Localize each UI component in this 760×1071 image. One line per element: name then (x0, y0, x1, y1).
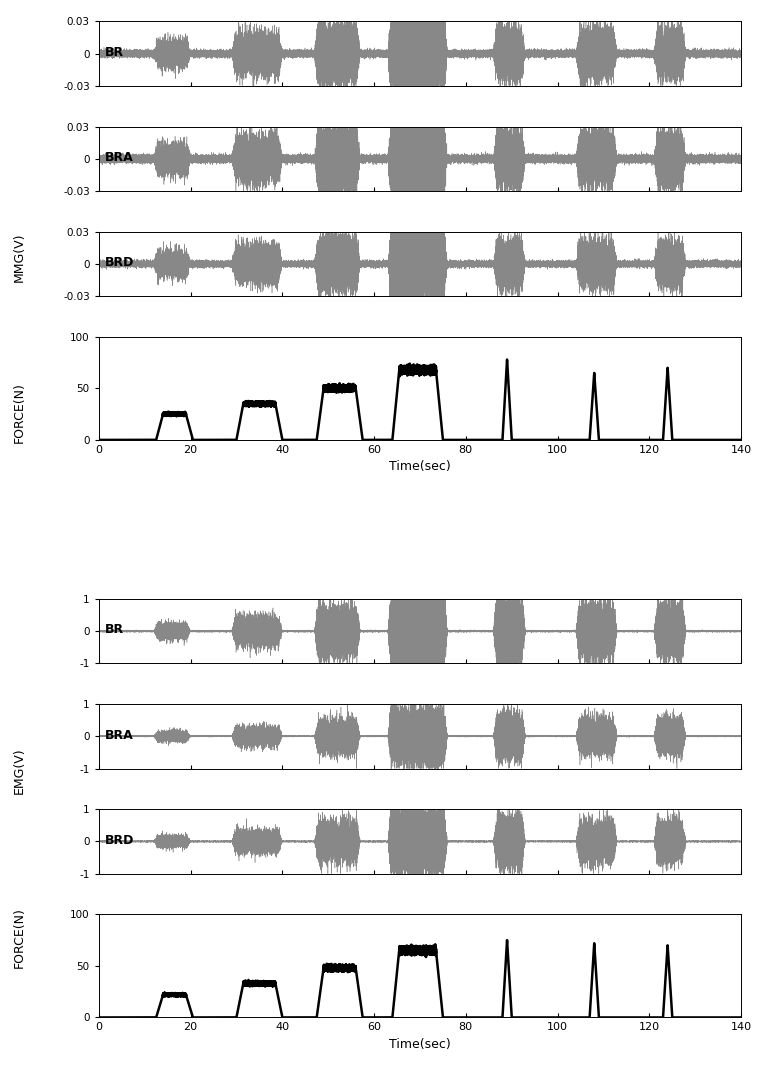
Text: BR: BR (105, 46, 125, 59)
Text: MMG(V): MMG(V) (12, 232, 26, 282)
Text: BRA: BRA (105, 151, 134, 164)
Text: FORCE(N): FORCE(N) (12, 907, 26, 967)
X-axis label: Time(sec): Time(sec) (389, 461, 451, 473)
Text: BRA: BRA (105, 728, 134, 741)
Text: EMG(V): EMG(V) (12, 748, 26, 795)
Text: BRD: BRD (105, 833, 135, 847)
Text: BRD: BRD (105, 256, 135, 269)
Text: FORCE(N): FORCE(N) (12, 382, 26, 442)
X-axis label: Time(sec): Time(sec) (389, 1038, 451, 1051)
Text: BR: BR (105, 623, 125, 636)
